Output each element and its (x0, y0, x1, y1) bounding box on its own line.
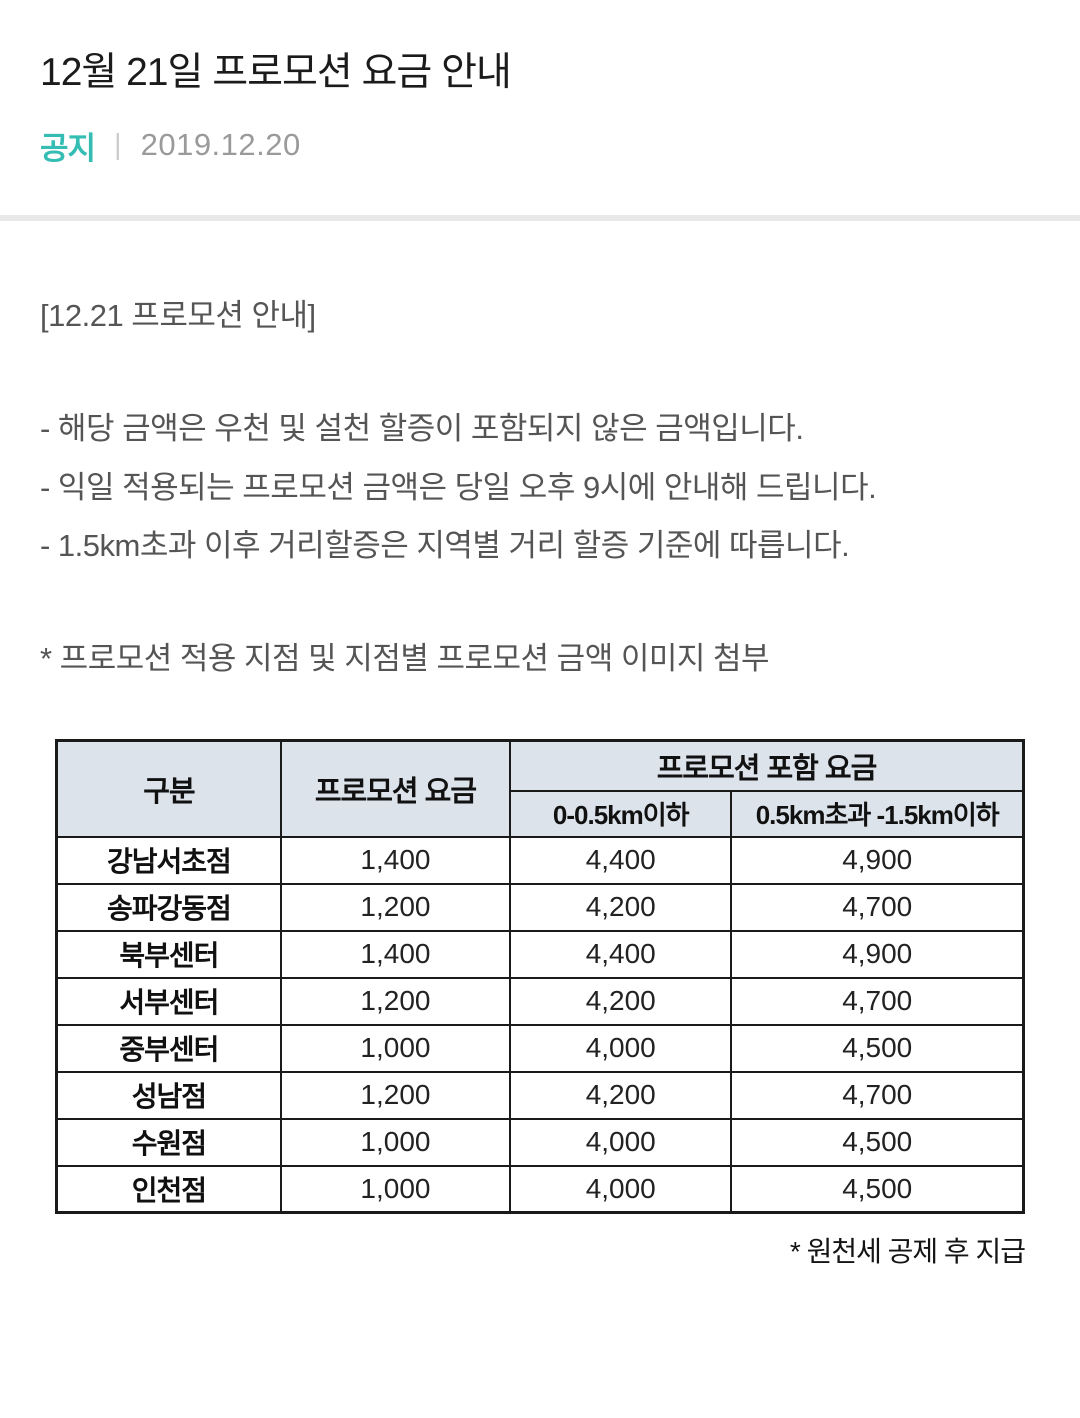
fee-0-05km-cell: 4,200 (509, 1070, 733, 1120)
post-meta: 공지 | 2019.12.20 (40, 123, 1040, 168)
table-row: 중부센터 1,000 4,000 4,500 (55, 1023, 1025, 1073)
note-line: - 1.5km초과 이후 거리할증은 지역별 거리 할증 기준에 따릅니다. (40, 528, 850, 564)
table-row: 성남점 1,200 4,200 4,700 (55, 1070, 1025, 1120)
col-header-promo-included: 프로모션 포함 요금 (509, 739, 1025, 792)
store-name-cell: 수원점 (55, 1117, 282, 1167)
table-footnote: * 원천세 공제 후 지급 (789, 1236, 1026, 1268)
page-title: 12월 21일 프로모션 요금 안내 (40, 51, 512, 94)
fee-05-15km-cell: 4,900 (730, 929, 1025, 979)
promo-fee-cell: 1,200 (279, 1070, 512, 1120)
fee-05-15km-cell: 4,900 (730, 835, 1025, 885)
promo-fee-cell: 1,000 (279, 1023, 512, 1073)
table-row: 북부센터 1,400 4,400 4,900 (55, 929, 1025, 979)
promo-fee-cell: 1,200 (279, 976, 512, 1026)
fee-05-15km-cell: 4,500 (730, 1164, 1025, 1214)
promotion-fee-table: 구분 프로모션 요금 프로모션 포함 요금 0-0.5km이하 0.5km초과 … (55, 739, 1025, 1215)
store-name-cell: 서부센터 (55, 976, 282, 1026)
note-line: - 익일 적용되는 프로모션 금액은 당일 오후 9시에 안내해 드립니다. (40, 469, 877, 505)
promo-fee-cell: 1,400 (279, 929, 512, 979)
fee-05-15km-cell: 4,700 (730, 882, 1025, 932)
fee-0-05km-cell: 4,000 (509, 1164, 733, 1214)
promo-fee-cell: 1,000 (279, 1117, 512, 1167)
table-row: 강남서초점 1,400 4,400 4,900 (55, 835, 1025, 885)
store-name-cell: 중부센터 (55, 1023, 282, 1073)
fee-0-05km-cell: 4,400 (509, 929, 733, 979)
store-name-cell: 인천점 (55, 1164, 282, 1214)
fee-0-05km-cell: 4,000 (509, 1023, 733, 1073)
fee-0-05km-cell: 4,200 (509, 882, 733, 932)
meta-separator: | (114, 128, 122, 161)
store-name-cell: 송파강동점 (55, 882, 282, 932)
promo-fee-cell: 1,200 (279, 882, 512, 932)
col-header-distance-2: 0.5km초과 -1.5km이하 (730, 789, 1025, 838)
table-row: 인천점 1,000 4,000 4,500 (55, 1164, 1025, 1214)
attachment-note: * 프로모션 적용 지점 및 지점별 프로모션 금액 이미지 첨부 (40, 641, 770, 677)
post-body: [12.21 프로모션 안내] - 해당 금액은 우천 및 설천 할증이 포함되… (40, 287, 1040, 689)
store-name-cell: 강남서초점 (55, 835, 282, 885)
fee-table-image: 구분 프로모션 요금 프로모션 포함 요금 0-0.5km이하 0.5km초과 … (55, 739, 1026, 1270)
note-line: - 해당 금액은 우천 및 설천 할증이 포함되지 않은 금액입니다. (40, 410, 804, 446)
table-row: 서부센터 1,200 4,200 4,700 (55, 976, 1025, 1026)
notes-block: - 해당 금액은 우천 및 설천 할증이 포함되지 않은 금액입니다. - 익일… (40, 400, 1040, 577)
col-header-category: 구분 (55, 739, 282, 838)
store-name-cell: 성남점 (55, 1070, 282, 1120)
promo-fee-cell: 1,400 (279, 835, 512, 885)
post-date: 2019.12.20 (140, 127, 301, 163)
table-row: 수원점 1,000 4,000 4,500 (55, 1117, 1025, 1167)
intro-line: [12.21 프로모션 안내] (40, 297, 316, 333)
fee-0-05km-cell: 4,400 (509, 835, 733, 885)
store-name-cell: 북부센터 (55, 929, 282, 979)
fee-05-15km-cell: 4,500 (730, 1117, 1025, 1167)
notice-badge: 공지 (40, 130, 96, 166)
col-header-distance-1: 0-0.5km이하 (509, 789, 733, 838)
col-header-promo-fee: 프로모션 요금 (279, 739, 512, 838)
fee-05-15km-cell: 4,500 (730, 1023, 1025, 1073)
section-divider (0, 214, 1080, 221)
fee-05-15km-cell: 4,700 (730, 976, 1025, 1026)
table-row: 송파강동점 1,200 4,200 4,700 (55, 882, 1025, 932)
fee-0-05km-cell: 4,200 (509, 976, 733, 1026)
promo-fee-cell: 1,000 (279, 1164, 512, 1214)
fee-05-15km-cell: 4,700 (730, 1070, 1025, 1120)
fee-0-05km-cell: 4,000 (509, 1117, 733, 1167)
fee-table-body: 강남서초점 1,400 4,400 4,900 송파강동점 1,200 4,200 4,700… (55, 835, 1025, 1214)
